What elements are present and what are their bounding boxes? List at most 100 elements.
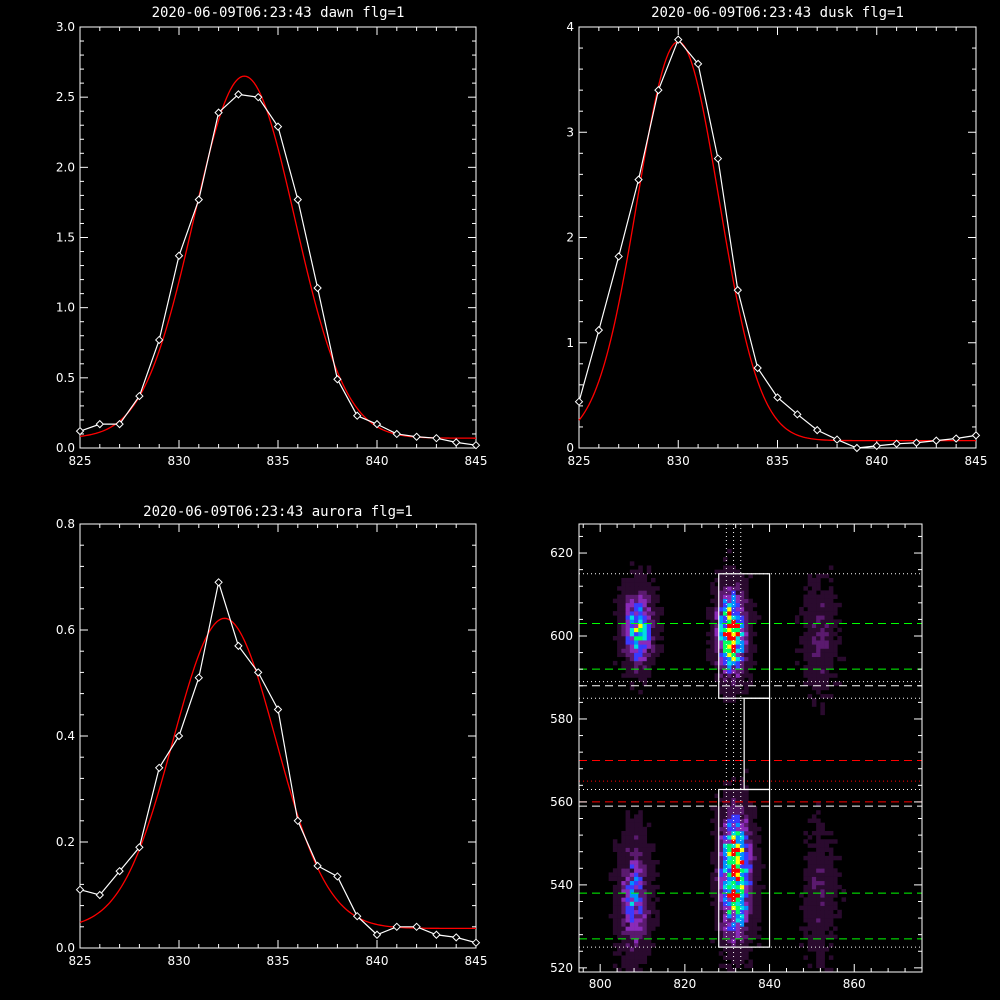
heatmap-cell <box>710 880 715 886</box>
aurora-data-point <box>432 930 441 939</box>
heatmap-cell <box>638 818 643 823</box>
heatmap-cell <box>634 872 639 877</box>
heatmap-cell <box>727 698 732 703</box>
heatmap-cell <box>739 594 745 599</box>
heatmap-cell <box>634 922 639 927</box>
heatmap-cell <box>646 631 652 637</box>
heatmap-cell <box>731 606 736 612</box>
heatmap-cell <box>748 602 753 608</box>
heatmap-cell <box>621 577 626 583</box>
heatmap-cell <box>744 942 749 948</box>
heatmap-cell <box>629 868 635 873</box>
heatmap-cell <box>625 897 631 902</box>
heatmap-cell <box>646 665 652 670</box>
heatmap-cell <box>731 627 736 633</box>
heatmap-cell <box>744 913 749 919</box>
heatmap-cell <box>752 830 758 836</box>
heatmap-cell <box>748 677 753 682</box>
heatmap-cell <box>816 665 821 670</box>
heatmap-cell <box>638 872 643 877</box>
heatmap-cell <box>748 872 753 877</box>
heatmap-cell <box>722 665 728 670</box>
heatmap-cell <box>816 810 821 815</box>
heatmap-cell <box>739 652 745 658</box>
heatmap-cell <box>621 955 626 960</box>
heatmap-cell <box>727 818 732 823</box>
heatmap-cell <box>811 851 817 857</box>
aurora-data-point <box>194 673 204 682</box>
heatmap-cell <box>744 586 749 591</box>
heatmap-cell <box>718 623 724 629</box>
heatmap-cell <box>731 951 736 956</box>
heatmap-cell <box>718 594 724 599</box>
heatmap-cell <box>748 897 753 902</box>
heatmap-cell <box>714 665 720 670</box>
heatmap-cell <box>739 868 745 873</box>
heatmap-cell <box>634 864 639 869</box>
heatmap-cell <box>642 835 648 840</box>
heatmap-cell <box>820 648 825 653</box>
heatmap-cell <box>837 855 842 861</box>
aurora-data-point <box>293 816 303 826</box>
heatmap-cell <box>735 893 741 898</box>
heatmap-cell <box>824 644 830 649</box>
heatmap-cell <box>612 884 618 890</box>
heatmap-cell <box>833 619 838 624</box>
heatmap-cell <box>748 826 753 832</box>
heatmap-cell <box>807 872 813 877</box>
heatmap-cell <box>752 926 758 931</box>
heatmap-cell <box>714 860 720 865</box>
heatmap-cell <box>638 851 643 857</box>
heatmap-cell <box>655 652 660 658</box>
heatmap-cell <box>646 590 652 595</box>
heatmap-cell <box>642 909 648 915</box>
heatmap-cell <box>748 814 753 819</box>
heatmap-cell <box>739 590 745 595</box>
heatmap-cell <box>752 843 758 848</box>
heatmap-cell <box>748 640 753 645</box>
heatmap-cell <box>642 901 648 906</box>
heatmap-cell <box>820 631 825 637</box>
heatmap-cell <box>714 586 720 591</box>
heatmap-cell <box>638 656 643 662</box>
heatmap-cell <box>739 839 745 844</box>
heatmap-cell <box>634 619 639 624</box>
heatmap-cell <box>816 938 821 944</box>
heatmap-cell <box>807 843 813 848</box>
heatmap-cell <box>634 627 639 633</box>
heatmap-cell <box>820 922 825 927</box>
heatmap-cell <box>735 963 741 969</box>
heatmap-cell <box>638 835 643 840</box>
heatmap-cell <box>710 636 715 641</box>
dusk-ytick-label: 1 <box>566 336 574 350</box>
heatmap-cell <box>710 598 715 604</box>
heatmap-cell <box>816 868 821 873</box>
heatmap-cell <box>748 851 753 857</box>
heatmap-cell <box>646 611 652 616</box>
dawn-ytick-label: 1.5 <box>56 231 75 245</box>
heatmap-cell <box>824 673 830 678</box>
heatmap-cell <box>811 636 817 641</box>
heatmap-cell <box>735 606 741 612</box>
heatmap-cell <box>820 893 825 898</box>
heatmap-cell <box>642 889 648 894</box>
heatmap-cell <box>710 889 715 894</box>
heatmap-cell <box>612 660 618 666</box>
heatmap-cell <box>634 847 639 853</box>
heatmap-cell <box>731 644 736 649</box>
heatmap-cell <box>748 889 753 894</box>
heatmap-cell <box>617 926 622 931</box>
heatmap-cell <box>752 913 758 919</box>
heatmap-cell <box>625 959 631 965</box>
heatmap-cell <box>739 681 745 687</box>
heatmap-cell <box>811 893 817 898</box>
heatmap-cell <box>646 644 652 649</box>
heatmap-cell <box>744 660 749 666</box>
heatmap-cell <box>748 656 753 662</box>
heatmap-cell <box>752 631 758 637</box>
heatmap-cell <box>722 947 728 952</box>
heatmap-cell <box>735 889 741 894</box>
heatmap-cell <box>739 677 745 682</box>
heatmap-cell <box>655 884 660 890</box>
